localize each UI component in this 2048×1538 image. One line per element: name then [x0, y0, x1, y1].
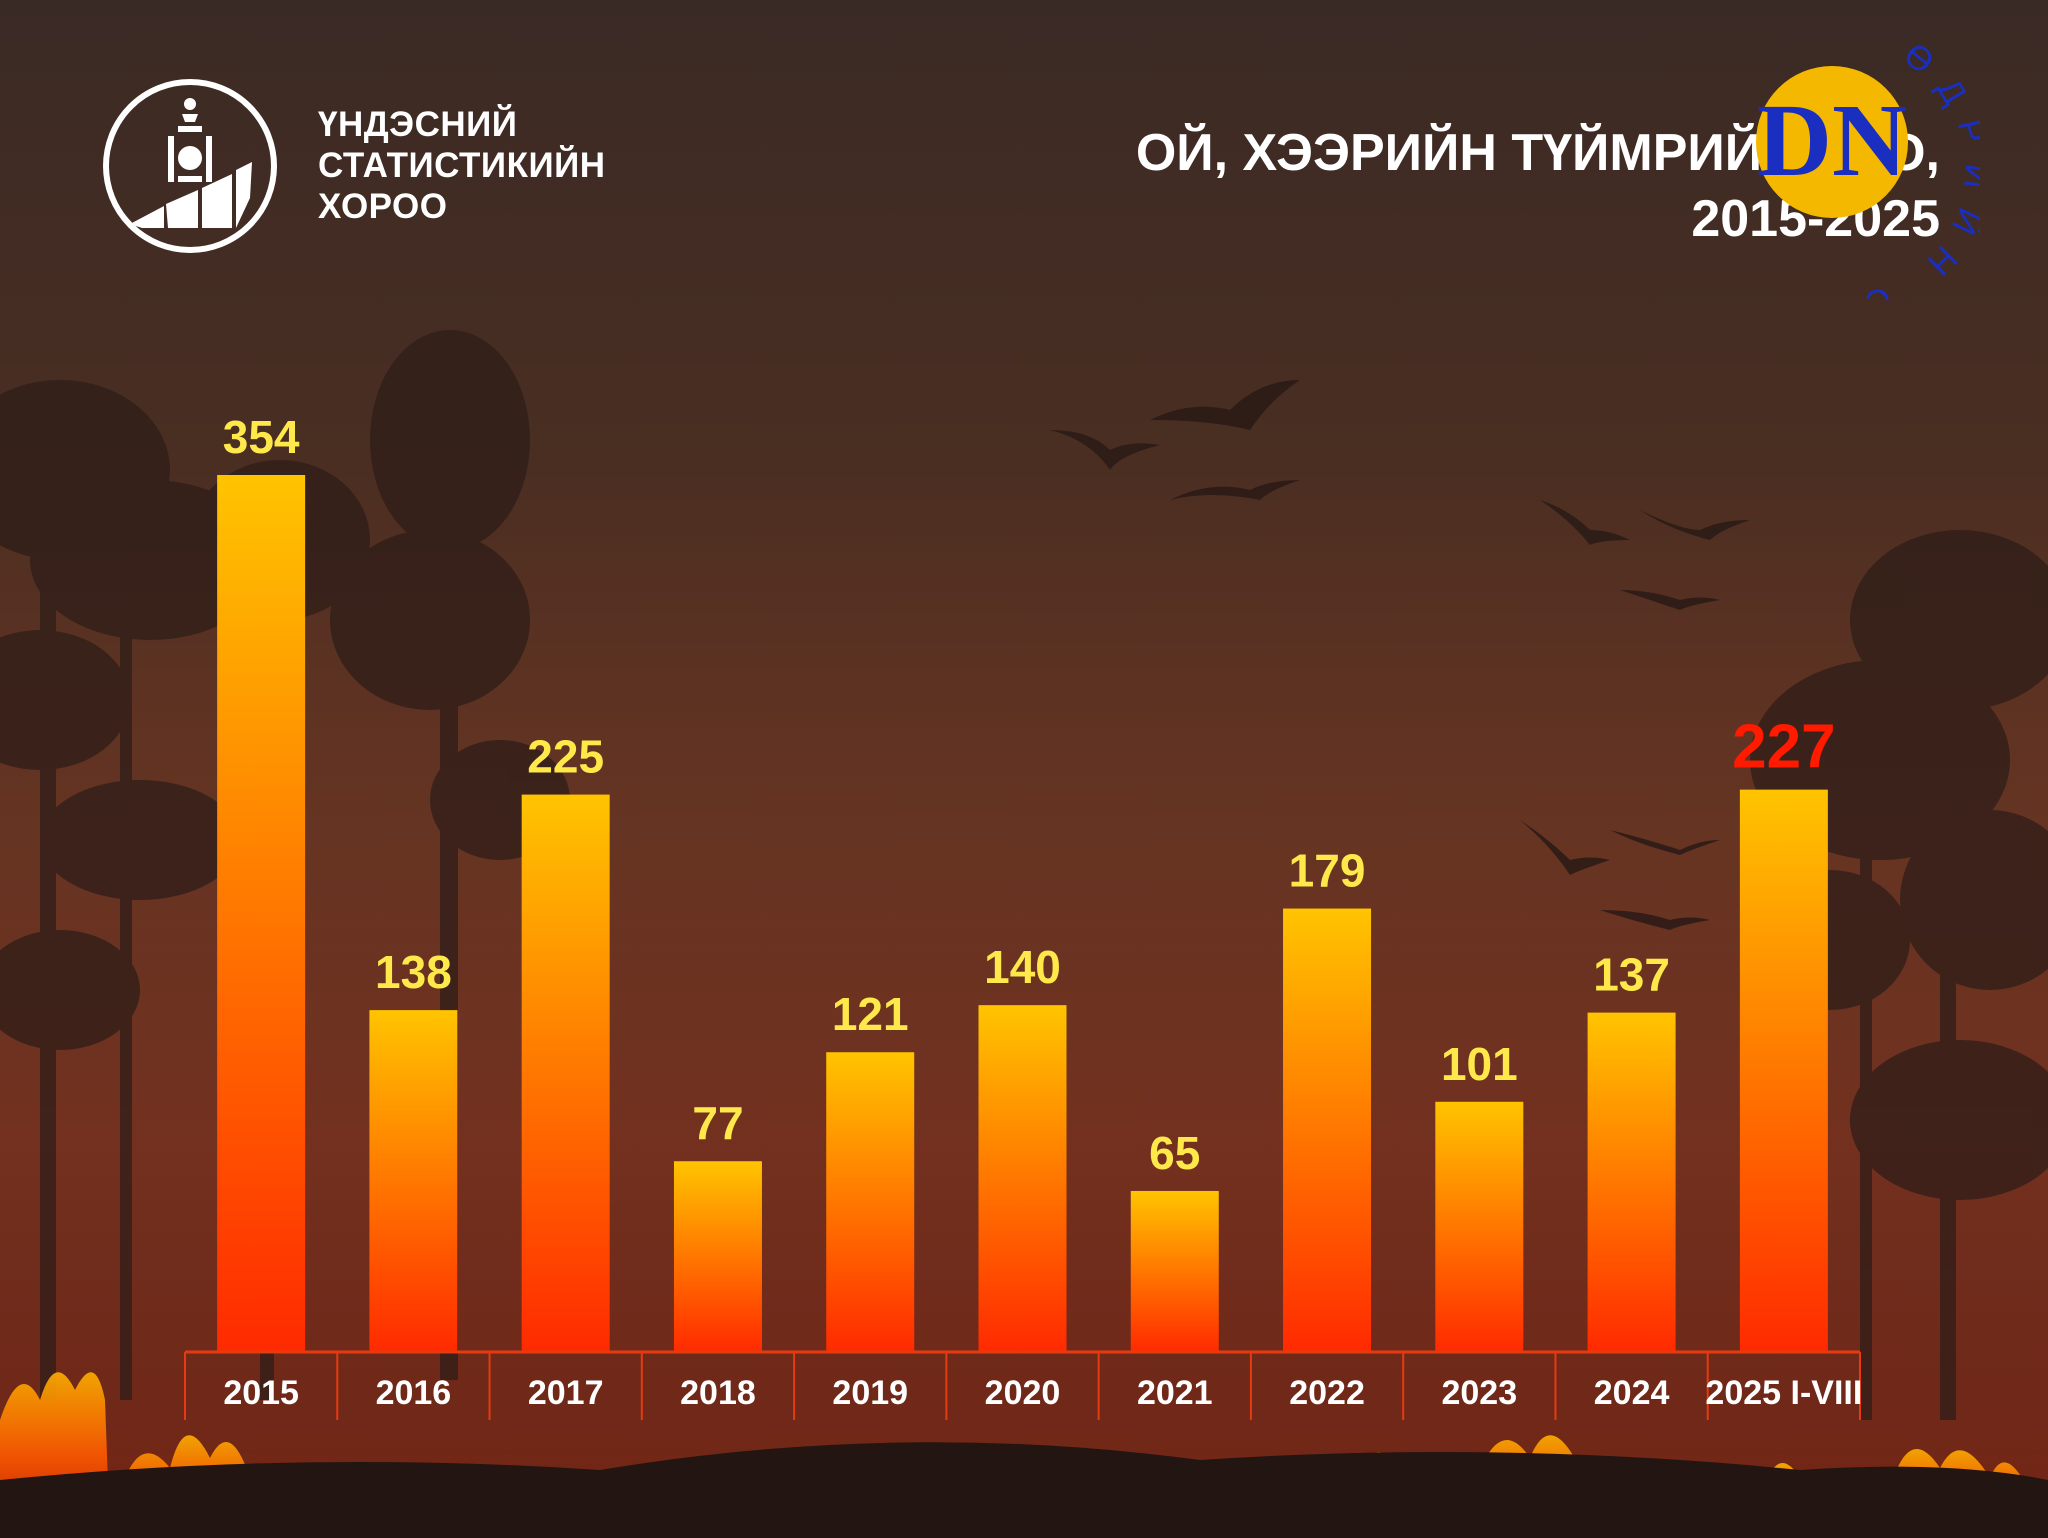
org-name-line-3: ХОРОО [318, 187, 448, 226]
x-tick-label: 2015 [223, 1374, 299, 1412]
bar-2018 [673, 1161, 762, 1352]
bar-2023 [1435, 1101, 1524, 1352]
bar-value-label: 77 [692, 1097, 743, 1149]
x-tick-label: 2019 [832, 1374, 908, 1412]
bird-silhouettes [1050, 380, 1750, 930]
x-tick-label: 2016 [376, 1374, 452, 1412]
bar-value-label: 65 [1149, 1127, 1200, 1179]
x-tick-label: 2022 [1289, 1374, 1365, 1412]
organization-name: ҮНДЭСНИЙ СТАТИСТИКИЙН ХОРОО [318, 104, 606, 227]
bar-2025-I-VIII [1739, 789, 1828, 1352]
daily-news-watermark-icon: DN ӨДРИЙН СОНИН DAILY NEWS [1700, 10, 1978, 300]
x-tick-label: 2024 [1594, 1374, 1670, 1412]
bar-value-label: 140 [984, 941, 1061, 993]
bar-2015 [217, 475, 306, 1352]
x-tick-label: 2025 I-VIII [1705, 1374, 1862, 1412]
bar-2024 [1587, 1012, 1676, 1352]
bar-2019 [826, 1052, 915, 1352]
bar-value-label: 225 [527, 731, 604, 783]
nso-logo-icon [103, 79, 277, 253]
x-tick-label: 2017 [528, 1374, 604, 1412]
bar-2017 [521, 794, 610, 1352]
x-tick-label: 2018 [680, 1374, 756, 1412]
bar-value-label: 121 [832, 988, 909, 1040]
dn-monogram: DN [1757, 83, 1907, 198]
ground-silhouette [0, 1442, 2048, 1538]
x-tick-label: 2021 [1137, 1374, 1213, 1412]
x-tick-label: 2023 [1441, 1374, 1517, 1412]
bar-value-label: 138 [375, 946, 452, 998]
x-tick-label: 2020 [985, 1374, 1061, 1412]
org-name-line-1: ҮНДЭСНИЙ [318, 105, 518, 144]
bar-value-label: 101 [1441, 1038, 1518, 1090]
bar-2016 [369, 1010, 458, 1352]
bar-2021 [1130, 1190, 1219, 1352]
bar-value-label: 354 [223, 411, 300, 463]
bar-value-label: 137 [1593, 949, 1670, 1001]
bar-2020 [978, 1005, 1067, 1352]
bar-value-label: 227 [1732, 713, 1835, 782]
left-tree-silhouettes [0, 330, 570, 1400]
org-name-line-2: СТАТИСТИКИЙН [318, 146, 606, 185]
bar-value-label: 179 [1289, 845, 1366, 897]
bar-2022 [1283, 908, 1372, 1352]
